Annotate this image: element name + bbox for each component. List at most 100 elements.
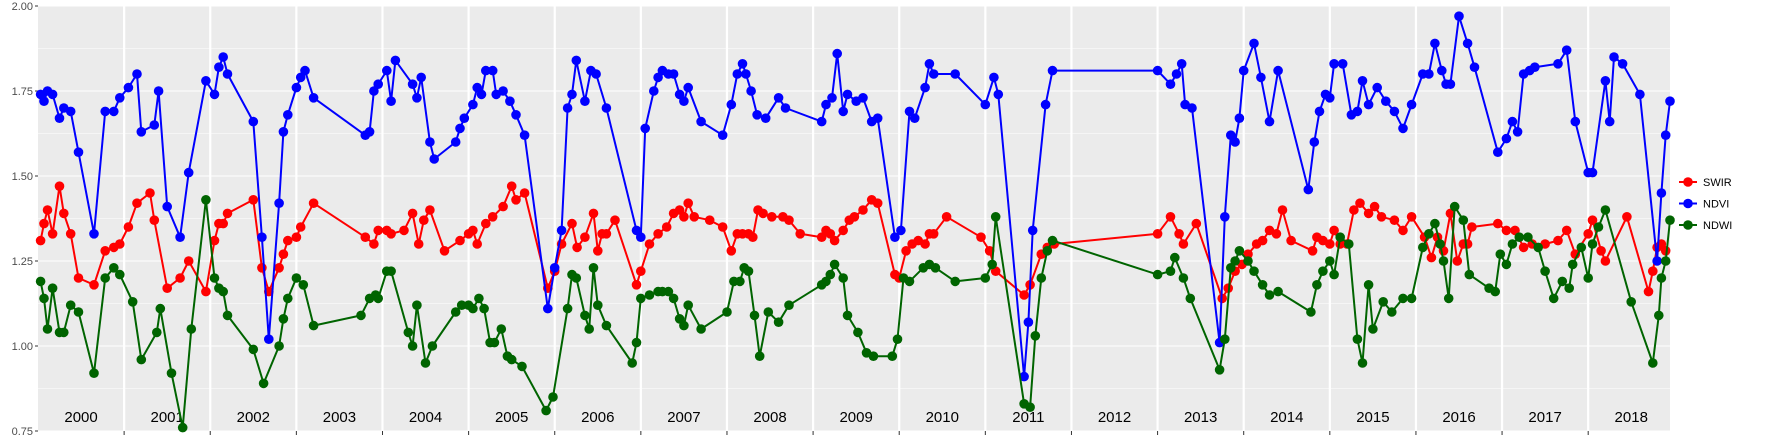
point-swir-166	[1596, 246, 1606, 256]
point-ndvi-109	[950, 69, 960, 79]
point-swir-155	[1493, 218, 1503, 229]
point-ndvi-93	[821, 99, 831, 110]
point-ndvi-73	[649, 86, 659, 96]
point-ndwi-150	[1458, 215, 1469, 225]
point-ndwi-25	[258, 378, 269, 389]
legend-item-ndwi: NDWI	[1679, 220, 1732, 232]
point-ndwi-86	[784, 300, 794, 311]
point-ndwi-162	[1557, 276, 1568, 287]
point-ndvi-131	[1256, 72, 1266, 83]
point-ndwi-46	[468, 303, 478, 314]
point-ndvi-103	[896, 225, 906, 236]
point-ndwi-74	[679, 320, 689, 331]
point-ndvi-40	[386, 96, 396, 106]
point-ndvi-19	[183, 167, 194, 178]
point-ndvi-134	[1303, 184, 1314, 195]
point-swir-95	[858, 205, 868, 215]
point-ndvi-132	[1264, 116, 1275, 127]
point-swir-77	[726, 246, 737, 256]
point-ndvi-171	[1600, 76, 1611, 86]
point-swir-57	[567, 218, 577, 229]
point-ndwi-138	[1368, 324, 1378, 334]
point-ndvi-15	[149, 120, 160, 130]
point-ndvi-22	[214, 62, 224, 72]
point-swir-67	[644, 239, 655, 249]
year-label-2001: 2001	[150, 409, 183, 426]
point-ndvi-30	[283, 110, 293, 120]
year-label-2004: 2004	[409, 409, 442, 426]
point-swir-103	[920, 239, 930, 249]
point-ndwi-50	[489, 337, 500, 348]
point-ndwi-14	[152, 327, 162, 338]
point-ndwi-129	[1312, 280, 1322, 290]
point-ndwi-38	[403, 327, 414, 338]
point-ndvi-140	[1337, 59, 1348, 69]
point-ndvi-58	[511, 110, 521, 120]
year-label-2012: 2012	[1098, 409, 1131, 426]
point-swir-49	[487, 212, 498, 222]
legend-key-point-ndvi	[1683, 198, 1693, 209]
point-ndwi-163	[1564, 283, 1574, 294]
point-swir-158	[1518, 242, 1529, 253]
point-ndwi-12	[127, 297, 138, 307]
point-ndvi-120	[1171, 69, 1182, 79]
point-ndvi-13	[132, 69, 142, 79]
point-ndwi-170	[1626, 297, 1636, 307]
point-swir-32	[308, 198, 319, 208]
point-ndvi-136	[1314, 106, 1325, 117]
point-swir-86	[784, 215, 794, 225]
point-swir-40	[413, 239, 424, 249]
point-swir-30	[291, 232, 302, 242]
point-ndvi-7	[73, 147, 84, 157]
point-ndwi-56	[548, 392, 558, 402]
point-ndvi-10	[109, 106, 119, 117]
point-swir-61	[593, 246, 603, 256]
point-swir-154	[1467, 222, 1477, 232]
point-ndwi-8	[89, 368, 99, 379]
point-ndwi-172	[1654, 310, 1664, 321]
point-ndvi-97	[842, 89, 853, 100]
point-ndvi-56	[498, 86, 508, 96]
point-ndwi-23	[222, 310, 233, 321]
point-ndvi-116	[1040, 99, 1051, 110]
point-swir-165	[1587, 215, 1598, 225]
point-ndwi-171	[1648, 358, 1658, 368]
point-ndvi-167	[1561, 45, 1572, 55]
point-ndvi-46	[429, 154, 440, 164]
point-ndvi-172	[1604, 116, 1615, 127]
point-ndvi-21	[209, 89, 220, 100]
point-ndwi-64	[601, 320, 612, 331]
point-ndwi-117	[1185, 293, 1196, 304]
point-ndwi-159	[1533, 242, 1543, 253]
point-swir-73	[683, 198, 693, 208]
point-ndvi-6	[65, 106, 76, 117]
point-swir-116	[1165, 212, 1176, 222]
point-ndvi-83	[726, 99, 737, 110]
point-swir-145	[1406, 212, 1417, 222]
point-ndwi-141	[1398, 293, 1408, 304]
point-ndwi-81	[743, 266, 754, 277]
legend-item-swir: SWIR	[1679, 177, 1732, 189]
point-swir-72	[679, 212, 689, 222]
point-ndvi-110	[980, 99, 991, 110]
point-ndvi-127	[1230, 137, 1240, 147]
year-label-2002: 2002	[237, 409, 270, 426]
point-ndwi-2	[42, 324, 53, 334]
point-ndwi-11	[115, 269, 125, 280]
point-ndvi-160	[1501, 133, 1512, 144]
point-swir-110	[1019, 290, 1029, 300]
point-ndwi-133	[1335, 232, 1345, 242]
point-ndvi-63	[562, 103, 573, 113]
point-ndvi-84	[732, 69, 743, 79]
point-ndwi-91	[838, 273, 848, 283]
point-ndvi-129	[1238, 65, 1249, 76]
year-label-2013: 2013	[1184, 409, 1217, 426]
point-ndwi-63	[593, 300, 603, 311]
point-swir-124	[1243, 249, 1253, 259]
point-swir-128	[1271, 229, 1282, 239]
point-ndvi-118	[1152, 65, 1163, 76]
point-swir-24	[248, 195, 259, 205]
point-swir-11	[115, 239, 125, 249]
point-ndwi-128	[1306, 307, 1316, 317]
point-swir-28	[278, 249, 289, 259]
